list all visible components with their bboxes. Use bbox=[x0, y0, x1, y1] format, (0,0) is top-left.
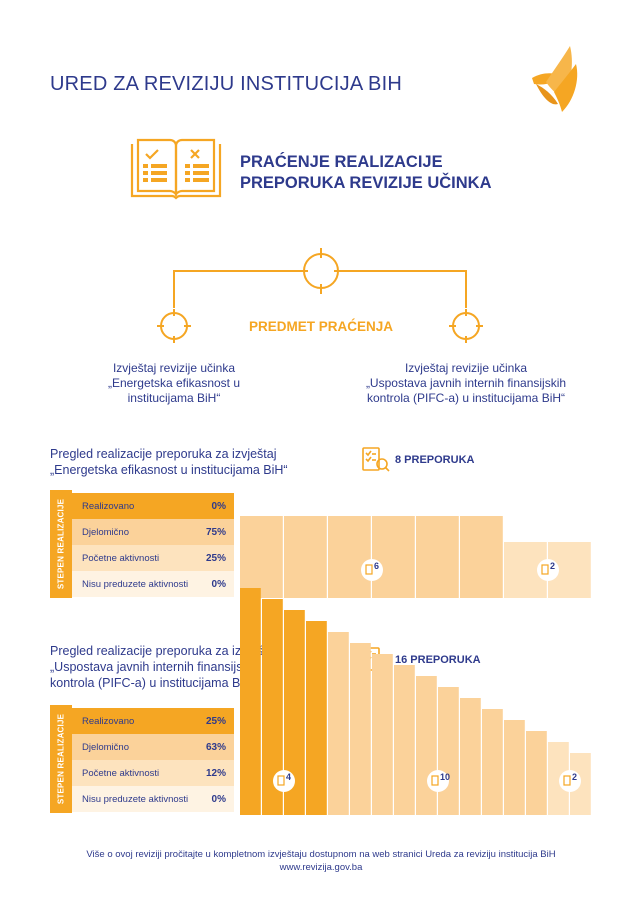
checklist-icon bbox=[365, 564, 373, 575]
report-line: „Energetska efikasnost u bbox=[107, 376, 241, 390]
status-label: Djelomično bbox=[82, 526, 129, 538]
bird-logo-icon bbox=[532, 46, 578, 112]
report-line: „Uspostava javnih internih finansijskih bbox=[365, 376, 567, 390]
overview-title-line: „Energetska efikasnost u institucijama B… bbox=[50, 463, 288, 477]
overview-title-line: „Uspostava javnih internih finansijskih bbox=[50, 660, 259, 674]
checklist-icon bbox=[277, 775, 285, 786]
checklist-icon bbox=[541, 564, 549, 575]
checklist-magnifier-icon bbox=[362, 447, 390, 472]
recommendation-bar bbox=[394, 665, 415, 815]
recommendation-bar bbox=[416, 516, 459, 598]
overview-title-line: Pregled realizacije preporuka za izvješt… bbox=[50, 447, 277, 461]
recommendation-bar bbox=[328, 632, 349, 815]
status-row: Početne aktivnosti 12% bbox=[72, 760, 234, 786]
status-percent: 0% bbox=[211, 578, 226, 590]
checklist-icon bbox=[431, 775, 439, 786]
status-row: Realizovano 25% bbox=[72, 708, 234, 734]
recommendation-bar bbox=[460, 516, 503, 598]
recommendations-count: 8 PREPORUKA bbox=[395, 454, 475, 466]
footer-text: Više o ovoj reviziji pročitajte u komple… bbox=[86, 849, 556, 860]
recommendation-bar bbox=[372, 516, 415, 598]
recommendation-bar bbox=[240, 516, 283, 598]
status-percent: 25% bbox=[205, 715, 226, 727]
bar-count-label: 10 bbox=[440, 772, 450, 782]
recommendation-bar bbox=[262, 599, 283, 815]
recommendation-bar bbox=[350, 643, 371, 815]
recommendation-bar bbox=[504, 720, 525, 815]
recommendation-bar bbox=[240, 588, 261, 815]
axis-label: STEPEN REALIZACIJE bbox=[50, 705, 72, 813]
main-title-line: PRAĆENJE REALIZACIJE bbox=[240, 153, 443, 171]
overview-title-pifc: Pregled realizacije preporuka za izvješt… bbox=[50, 643, 277, 691]
report-title-pifc: Izvještaj revizije učinka „Uspostava jav… bbox=[350, 361, 582, 406]
footer-link[interactable]: www.revizija.gov.ba bbox=[279, 862, 363, 873]
recommendation-bar bbox=[306, 621, 327, 815]
recommendations-badge: 8 PREPORUKA bbox=[361, 446, 474, 474]
overview-title-energy: Pregled realizacije preporuka za izvješt… bbox=[50, 446, 288, 478]
bar-count-label: 6 bbox=[374, 561, 379, 571]
status-row: Nisu preduzete aktivnosti 0% bbox=[72, 571, 234, 597]
recommendation-bar bbox=[284, 610, 305, 815]
status-row: Djelomično 75% bbox=[72, 519, 234, 545]
status-row: Realizovano 0% bbox=[72, 493, 234, 519]
recommendation-bar bbox=[438, 687, 459, 815]
status-table-energy: STEPEN REALIZACIJE Realizovano 0% Djelom… bbox=[50, 490, 234, 598]
recommendation-bar bbox=[328, 516, 371, 598]
recommendation-bar bbox=[416, 676, 437, 815]
status-label: Realizovano bbox=[82, 715, 135, 727]
bar-count-label: 2 bbox=[572, 772, 577, 782]
recommendation-bar bbox=[284, 516, 327, 598]
status-percent: 0% bbox=[211, 500, 226, 512]
organization-title: URED ZA REVIZIJU INSTITUCIJA BIH bbox=[50, 73, 402, 95]
status-label: Početne aktivnosti bbox=[82, 767, 160, 779]
recommendation-bar bbox=[372, 654, 393, 815]
open-book-checklist-icon bbox=[130, 138, 222, 200]
report-line: Izvještaj revizije učinka bbox=[112, 361, 236, 375]
overview-title-line: Pregled realizacije preporuka za izvješt… bbox=[50, 644, 277, 658]
status-percent: 25% bbox=[205, 552, 226, 564]
report-line: Izvještaj revizije učinka bbox=[404, 361, 528, 375]
bar-count-label: 4 bbox=[286, 772, 291, 782]
status-label: Nisu preduzete aktivnosti bbox=[82, 793, 189, 805]
checklist-icon bbox=[563, 775, 571, 786]
status-row: Djelomično 63% bbox=[72, 734, 234, 760]
recommendation-bar bbox=[526, 731, 547, 815]
status-percent: 12% bbox=[205, 767, 226, 779]
axis-label: STEPEN REALIZACIJE bbox=[50, 490, 72, 598]
bar-count-label: 2 bbox=[550, 561, 555, 571]
status-label: Realizovano bbox=[82, 500, 135, 512]
recommendation-bar bbox=[548, 742, 569, 815]
status-row: Početne aktivnosti 25% bbox=[72, 545, 234, 571]
status-label: Nisu preduzete aktivnosti bbox=[82, 578, 189, 590]
overview-title-line: kontrola (PIFC-a) u institucijama BiH“ bbox=[50, 676, 257, 690]
main-title: PRAĆENJE REALIZACIJE PREPORUKA REVIZIJE … bbox=[240, 152, 492, 194]
main-title-line: PREPORUKA REVIZIJE UČINKA bbox=[240, 174, 492, 192]
recommendations-count: 16 PREPORUKA bbox=[395, 654, 481, 666]
report-line: institucijama BiH“ bbox=[127, 391, 221, 405]
status-percent: 0% bbox=[211, 793, 226, 805]
subject-label: PREDMET PRAĆENJA bbox=[248, 319, 394, 334]
footer: Više o ovoj reviziji pročitajte u komple… bbox=[0, 848, 642, 874]
report-line: kontrola (PIFC-a) u institucijama BiH“ bbox=[366, 391, 566, 405]
status-row: Nisu preduzete aktivnosti 0% bbox=[72, 786, 234, 812]
status-label: Početne aktivnosti bbox=[82, 552, 160, 564]
recommendation-bar bbox=[460, 698, 481, 815]
report-title-energy: Izvještaj revizije učinka „Energetska ef… bbox=[88, 361, 260, 406]
status-table-pifc: STEPEN REALIZACIJE Realizovano 25% Djelo… bbox=[50, 705, 234, 813]
status-percent: 75% bbox=[205, 526, 226, 538]
recommendation-bar bbox=[482, 709, 503, 815]
status-percent: 63% bbox=[205, 741, 226, 753]
status-label: Djelomično bbox=[82, 741, 129, 753]
